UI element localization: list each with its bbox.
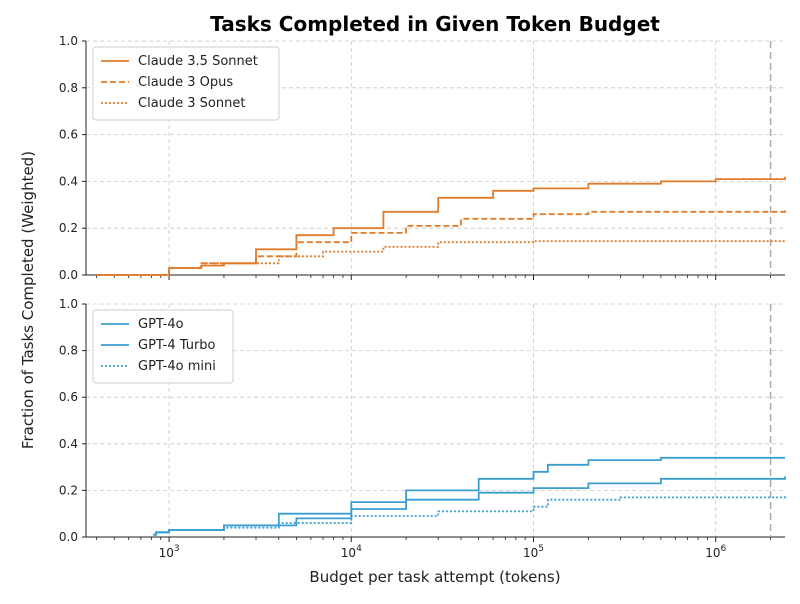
x-tick-exponent: 3 <box>174 544 180 554</box>
y-tick-label: 0.0 <box>59 268 78 282</box>
legend-label: GPT-4 Turbo <box>138 338 216 353</box>
x-tick-label: 103 <box>159 544 180 560</box>
y-tick-label: 0.2 <box>59 483 78 497</box>
series-line-claude-3-5-sonnet <box>96 176 786 276</box>
x-tick-exponent: 6 <box>720 544 726 554</box>
x-tick-label: 105 <box>523 544 544 560</box>
y-tick-label: 0.4 <box>59 437 78 451</box>
y-tick-label: 0.6 <box>59 390 78 404</box>
legend-label: Claude 3 Sonnet <box>138 96 245 111</box>
y-tick-label: 1.0 <box>59 297 78 311</box>
series-line-gpt-4o-mini <box>153 495 786 536</box>
legend-box <box>92 309 234 384</box>
series-line-gpt-4o <box>153 456 785 536</box>
legend-label: Claude 3.5 Sonnet <box>138 54 258 69</box>
y-tick-label: 0.2 <box>59 221 78 235</box>
y-tick-label: 1.0 <box>59 34 78 48</box>
x-tick-exponent: 4 <box>356 544 362 554</box>
series-line-claude-3-sonnet <box>96 239 786 276</box>
x-tick-label: 106 <box>705 544 726 560</box>
y-tick-label: 0.0 <box>59 530 78 544</box>
series-line-gpt-4-turbo <box>153 476 786 536</box>
panel-top-claude: 0.0 0.2 0.4 0.6 0.8 1.0 Claude 3.5 Sonnet Claud… <box>59 34 786 282</box>
legend-label: GPT-4o <box>138 317 184 332</box>
y-tick-label: 0.6 <box>59 128 78 142</box>
legend-label: GPT-4o mini <box>138 359 216 374</box>
x-tick-exponent: 5 <box>538 544 544 554</box>
y-tick-label: 0.8 <box>59 344 78 358</box>
x-tick-label: 104 <box>341 544 362 560</box>
chart-title: Tasks Completed in Given Token Budget <box>210 12 660 36</box>
x-axis-label: Budget per task attempt (tokens) <box>309 568 560 586</box>
panel-bottom-gpt: 0.0 0.2 0.4 0.6 0.8 1.0 103 104 105 106 GPT-4o GPT-… <box>59 297 786 560</box>
y-tick-label: 0.8 <box>59 81 78 95</box>
legend-label: Claude 3 Opus <box>138 75 233 90</box>
y-axis-label: Fraction of Tasks Completed (Weighted) <box>19 151 37 449</box>
y-tick-label: 0.4 <box>59 174 78 188</box>
legend-box <box>92 46 280 121</box>
